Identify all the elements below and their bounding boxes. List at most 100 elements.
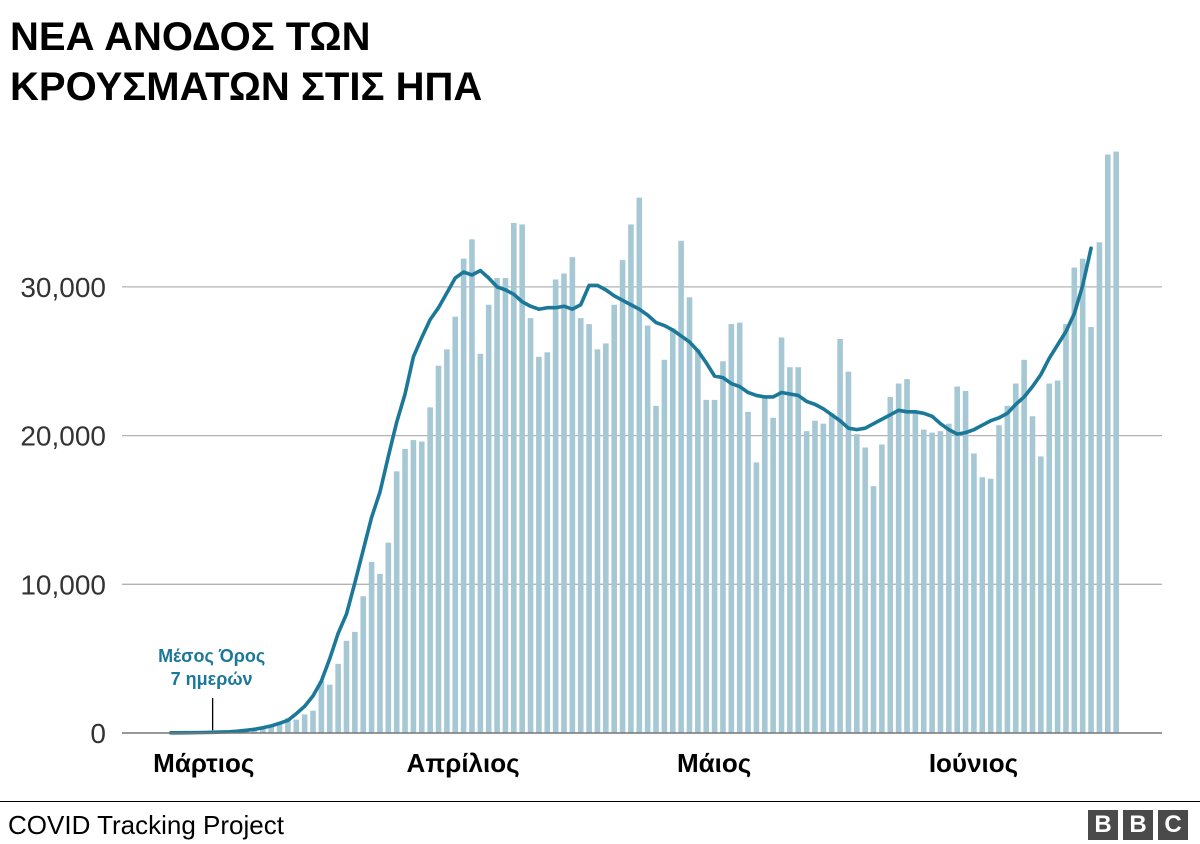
daily-cases-bar xyxy=(1029,416,1036,733)
daily-cases-bar xyxy=(527,318,534,733)
daily-cases-bar xyxy=(444,349,450,733)
daily-cases-bar xyxy=(326,684,333,733)
daily-cases-bar xyxy=(427,407,433,733)
daily-cases-bar xyxy=(335,663,341,733)
x-month-label: Μάρτιος xyxy=(153,748,254,778)
daily-cases-bar xyxy=(1038,456,1044,733)
source-credit: COVID Tracking Project xyxy=(8,810,284,840)
daily-cases-bar xyxy=(736,322,743,733)
daily-cases-bar xyxy=(745,411,751,733)
x-month-label: Απρίλιος xyxy=(407,748,520,778)
daily-cases-bar xyxy=(812,420,818,733)
axes: 0 10,000 20,000 30,000 Μάρτιος Απρίλιος Μάιος Ι… xyxy=(20,272,1162,778)
daily-cases-bar xyxy=(653,405,659,733)
daily-cases-bar xyxy=(293,719,300,733)
annotation: Μέσος Όρος 7 ημερών xyxy=(158,646,265,731)
daily-cases-bar xyxy=(285,718,291,733)
daily-cases-bar xyxy=(728,324,735,733)
x-month-label: Μάιος xyxy=(677,748,751,778)
daily-cases-bar xyxy=(987,478,994,733)
daily-cases-bar xyxy=(870,486,877,733)
daily-cases-bar xyxy=(385,542,392,733)
daily-cases-bar xyxy=(920,429,927,733)
daily-cases-bar xyxy=(1004,405,1011,733)
daily-cases-bar xyxy=(1071,267,1078,733)
x-month-label: Ιούνιος xyxy=(929,748,1018,778)
daily-cases-bar xyxy=(837,338,843,733)
daily-cases-bar xyxy=(494,277,500,733)
daily-cases-bar xyxy=(695,349,701,733)
daily-cases-bar xyxy=(686,297,693,733)
daily-cases-bar xyxy=(260,727,266,733)
daily-cases-bar xyxy=(720,361,726,733)
daily-cases-bar xyxy=(929,432,935,733)
daily-cases-bar xyxy=(1021,359,1027,733)
daily-cases-bar xyxy=(352,631,358,733)
daily-cases-bar xyxy=(845,371,852,733)
daily-cases-bar xyxy=(979,477,986,733)
daily-cases-bar xyxy=(377,573,383,733)
logo-letter: B xyxy=(1088,810,1118,840)
annotation-text-line-1: Μέσος Όρος xyxy=(158,646,265,666)
daily-cases-bar xyxy=(628,224,634,733)
logo-letter: B xyxy=(1123,810,1153,840)
y-tick-label: 30,000 xyxy=(20,272,106,303)
daily-cases-bar xyxy=(828,413,835,733)
daily-cases-bar xyxy=(577,318,584,733)
daily-cases-bar xyxy=(418,441,425,733)
daily-cases-bar xyxy=(887,396,894,733)
y-tick-label: 20,000 xyxy=(20,421,106,452)
daily-cases-bar xyxy=(761,396,768,733)
daily-cases-bar xyxy=(511,222,517,733)
y-tick-label: 10,000 xyxy=(20,569,106,600)
daily-cases-bar xyxy=(519,224,525,733)
daily-cases-bar xyxy=(569,257,576,733)
daily-cases-bar xyxy=(879,444,885,733)
title-line-2: ΚΡΟΥΣΜΑΤΩΝ ΣΤΙΣ ΗΠΑ xyxy=(10,65,483,109)
daily-cases-bar xyxy=(787,367,793,733)
daily-cases-bar xyxy=(661,359,668,733)
daily-cases-bar xyxy=(795,367,802,733)
footer-divider xyxy=(0,801,1200,802)
daily-cases-bar xyxy=(1096,242,1103,734)
daily-cases-bar xyxy=(586,324,592,733)
daily-cases-bar xyxy=(753,462,760,733)
daily-cases-bar xyxy=(343,640,350,733)
daily-cases-bar xyxy=(678,240,684,734)
daily-cases-bar xyxy=(318,680,325,734)
chart-area: 0 10,000 20,000 30,000 Μάρτιος Απρίλιος Μάιος Ι… xyxy=(20,151,1162,778)
daily-cases-bar xyxy=(971,453,977,733)
bbc-logo: B B C xyxy=(1088,810,1188,840)
daily-cases-bar xyxy=(611,304,617,733)
daily-cases-bar xyxy=(778,337,785,733)
daily-cases-bar xyxy=(1113,151,1119,733)
daily-cases-bar xyxy=(703,399,710,733)
average-line-group xyxy=(169,246,1093,735)
daily-cases-bar xyxy=(544,352,551,733)
daily-cases-bar xyxy=(954,386,960,733)
title-line-1: ΝΕΑ ΑΝΟΔΟΣ ΤΩΝ xyxy=(10,15,371,59)
daily-cases-bar xyxy=(1079,258,1086,733)
daily-cases-bar xyxy=(1104,154,1111,733)
daily-cases-bar xyxy=(904,379,910,733)
daily-cases-bar xyxy=(803,431,810,733)
chart-title: ΝΕΑ ΑΝΟΔΟΣ ΤΩΝ ΚΡΟΥΣΜΑΤΩΝ ΣΤΙΣ ΗΠΑ xyxy=(10,12,482,112)
daily-cases-bar xyxy=(644,325,651,733)
daily-cases-bar xyxy=(268,725,274,733)
daily-cases-bar xyxy=(435,365,442,733)
daily-cases-bar xyxy=(552,279,559,733)
daily-cases-bar xyxy=(301,714,308,733)
daily-cases-bar xyxy=(469,239,475,733)
daily-cases-bar xyxy=(1063,324,1069,733)
daily-cases-bar xyxy=(460,258,467,733)
daily-cases-bar xyxy=(360,596,367,733)
daily-cases-bar xyxy=(276,721,283,733)
daily-cases-bar xyxy=(393,471,400,733)
daily-cases-bar xyxy=(368,562,375,733)
daily-cases-bar xyxy=(452,316,459,733)
daily-cases-bar xyxy=(937,431,944,733)
daily-cases-bar xyxy=(669,328,676,733)
daily-cases-bar xyxy=(477,353,484,733)
daily-cases-bar xyxy=(1012,383,1019,733)
bars xyxy=(168,151,1119,734)
